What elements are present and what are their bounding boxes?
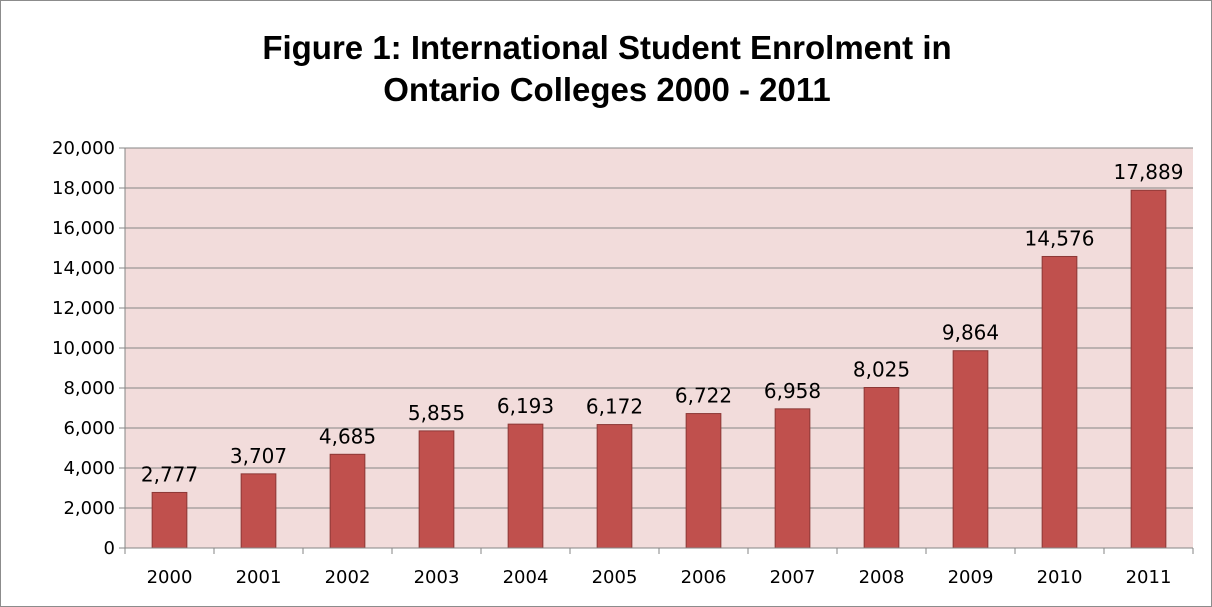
bars bbox=[151, 189, 1167, 549]
x-tick-label-2002: 2002 bbox=[325, 567, 371, 588]
x-tick-label-2009: 2009 bbox=[948, 567, 994, 588]
x-tick-label-2003: 2003 bbox=[414, 567, 460, 588]
bar-2002 bbox=[329, 453, 366, 549]
y-tick-label: 20,000 bbox=[52, 138, 115, 159]
bar-2009 bbox=[952, 350, 989, 549]
y-tick-label: 18,000 bbox=[52, 178, 115, 199]
y-tick-label: 0 bbox=[104, 538, 115, 559]
bar-2010 bbox=[1041, 255, 1078, 549]
data-label-2001: 3,707 bbox=[230, 444, 287, 468]
y-tick-label: 14,000 bbox=[52, 258, 115, 279]
y-tick-label: 4,000 bbox=[63, 458, 115, 479]
gridlines bbox=[125, 147, 1193, 509]
data-label-2009: 9,864 bbox=[942, 321, 999, 345]
data-label-2010: 14,576 bbox=[1025, 226, 1095, 250]
data-label-2006: 6,722 bbox=[675, 384, 732, 408]
bar-2000 bbox=[151, 491, 188, 549]
x-tick-label-2007: 2007 bbox=[770, 567, 816, 588]
y-tick-label: 12,000 bbox=[52, 298, 115, 319]
axes bbox=[119, 147, 1194, 554]
data-label-2008: 8,025 bbox=[853, 358, 910, 382]
bar-2011 bbox=[1130, 189, 1167, 549]
bar-2008 bbox=[863, 387, 900, 549]
y-tick-labels: 0 2,000 4,000 6,000 8,000 10,000 12,000 14,000 1… bbox=[52, 138, 115, 559]
data-label-2011: 17,889 bbox=[1114, 160, 1184, 184]
y-tick-label: 8,000 bbox=[63, 378, 115, 399]
data-labels: 2,777 3,707 4,685 5,855 6,193 6,172 6,722 6,958… bbox=[141, 160, 1184, 486]
chart-title-line-1: Figure 1: International Student Enrolmen… bbox=[262, 29, 951, 66]
bar-2004 bbox=[507, 423, 544, 549]
x-tick-label-2000: 2000 bbox=[147, 567, 193, 588]
x-tick-label-2011: 2011 bbox=[1126, 567, 1172, 588]
bar-2007 bbox=[774, 408, 811, 549]
x-tick-label-2006: 2006 bbox=[681, 567, 727, 588]
data-label-2003: 5,855 bbox=[408, 401, 465, 425]
data-label-2007: 6,958 bbox=[764, 379, 821, 403]
data-label-2005: 6,172 bbox=[586, 395, 643, 419]
data-label-2000: 2,777 bbox=[141, 462, 198, 486]
y-tick-label: 2,000 bbox=[63, 498, 115, 519]
chart-title-line-2: Ontario Colleges 2000 - 2011 bbox=[383, 71, 831, 108]
bar-2003 bbox=[418, 430, 455, 549]
bar-2005 bbox=[596, 424, 633, 549]
x-tick-label-2010: 2010 bbox=[1037, 567, 1083, 588]
x-tick-labels: 2000 2001 2002 2003 2004 2005 2006 2007 2008 2009… bbox=[147, 567, 1172, 588]
x-tick-label-2005: 2005 bbox=[592, 567, 638, 588]
y-tick-label: 10,000 bbox=[52, 338, 115, 359]
y-tick-label: 6,000 bbox=[63, 418, 115, 439]
x-tick-label-2004: 2004 bbox=[503, 567, 549, 588]
x-tick-label-2001: 2001 bbox=[236, 567, 282, 588]
bar-2001 bbox=[240, 473, 277, 549]
data-label-2002: 4,685 bbox=[319, 424, 376, 448]
bar-2006 bbox=[685, 413, 722, 549]
y-tick-label: 16,000 bbox=[52, 218, 115, 239]
x-tick-label-2008: 2008 bbox=[859, 567, 905, 588]
data-label-2004: 6,193 bbox=[497, 394, 554, 418]
